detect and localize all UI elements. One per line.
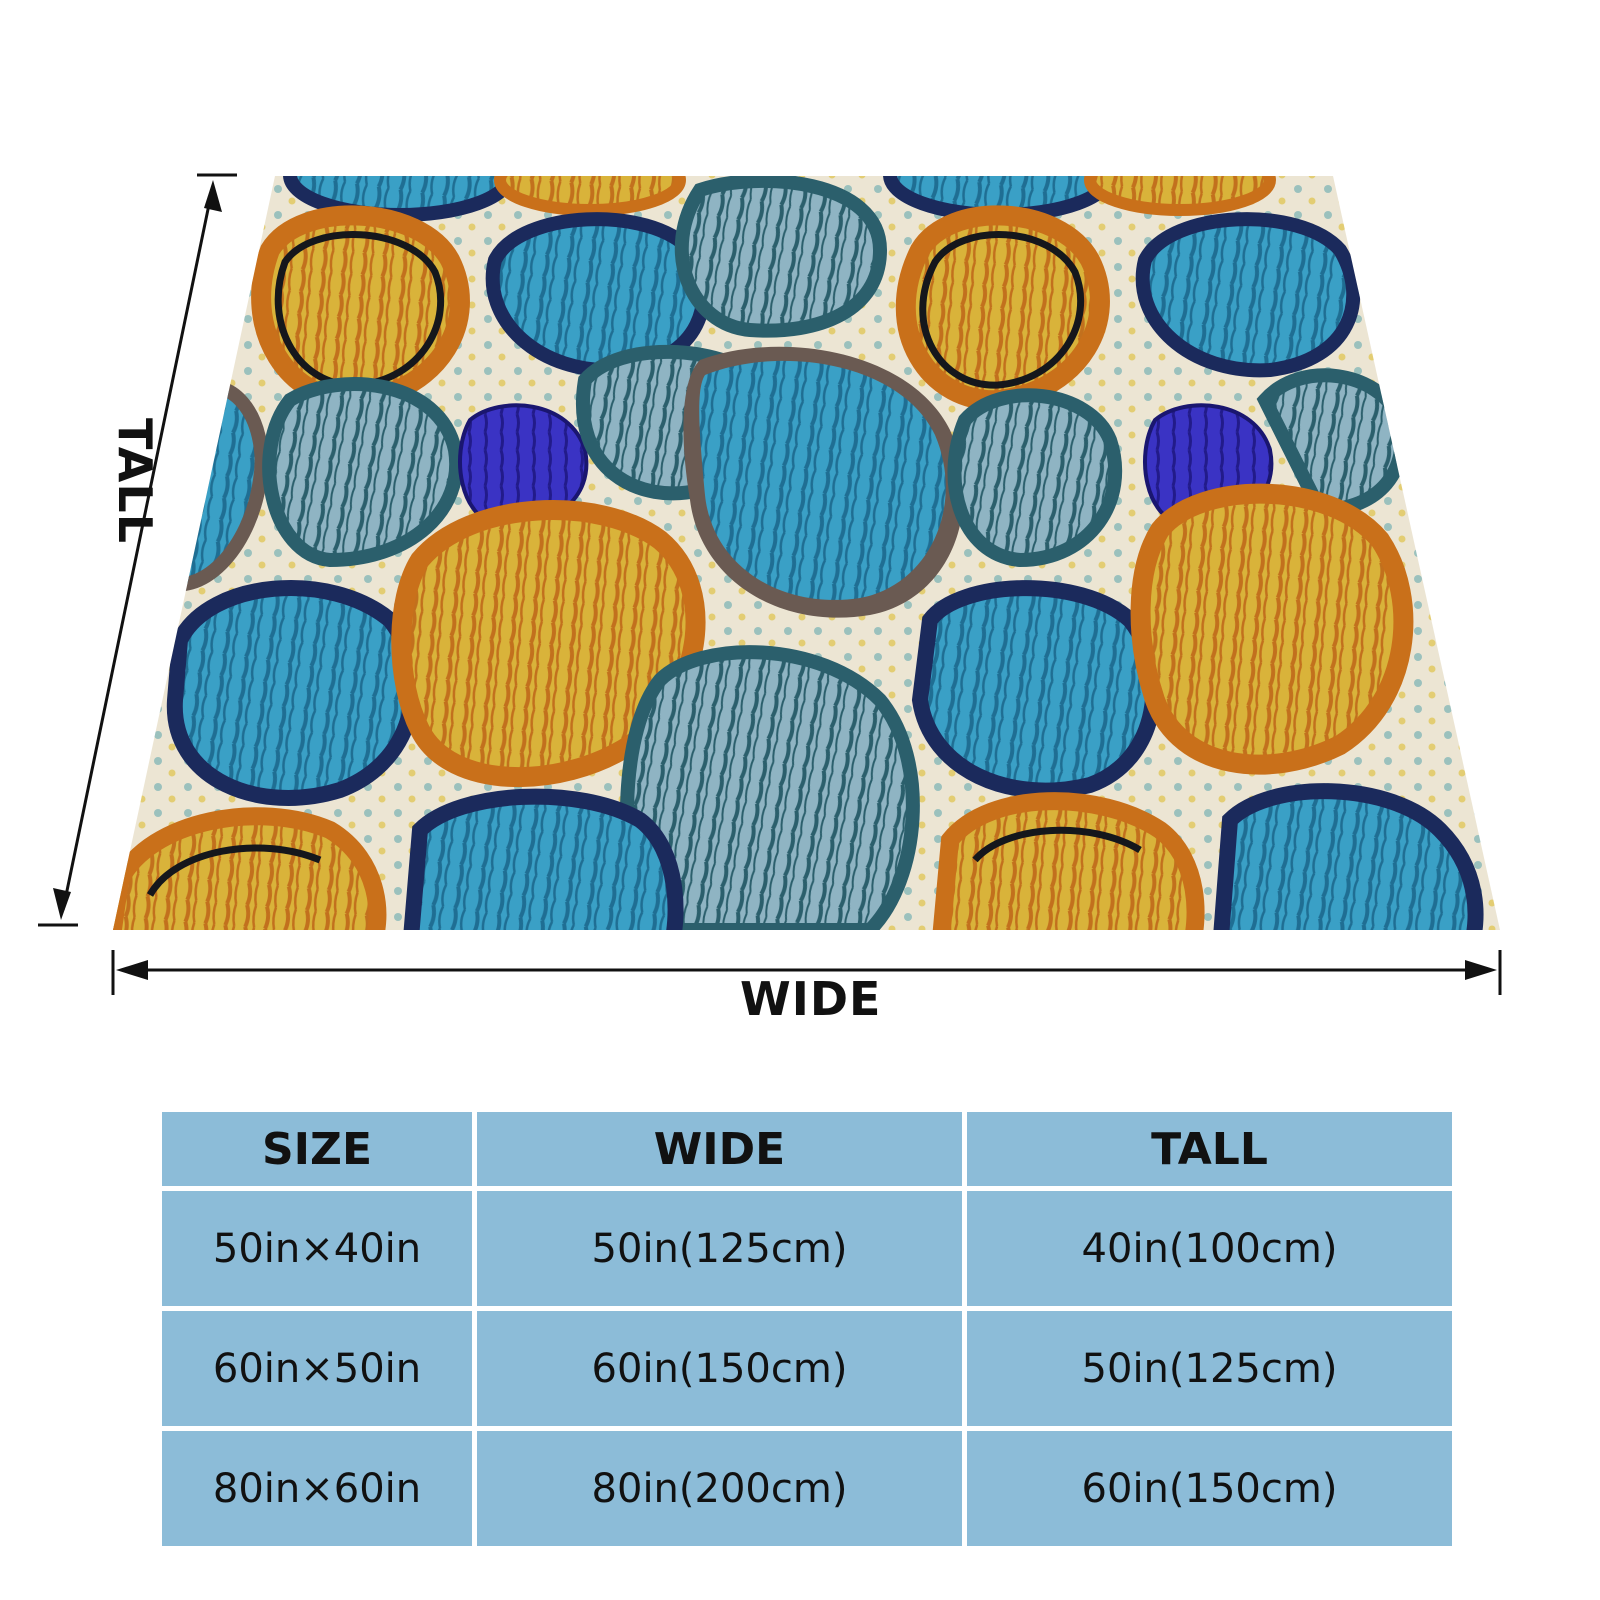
tall-cell: 50in(125cm) [967,1311,1452,1426]
wide-cell: 60in(150cm) [477,1311,962,1426]
tall-cell: 40in(100cm) [967,1191,1452,1306]
blanket-illustration [38,173,1502,995]
table-header-row: SIZE WIDE TALL [162,1112,1452,1186]
size-cell: 80in×60in [162,1431,472,1546]
wide-label: WIDE [740,972,882,1026]
size-cell: 60in×50in [162,1311,472,1426]
wide-dimension-arrow [111,950,1502,995]
tall-cell: 60in(150cm) [967,1431,1452,1546]
wide-cell: 50in(125cm) [477,1191,962,1306]
size-chart-table: SIZE WIDE TALL 50in×40in 50in(125cm) 40i… [157,1107,1457,1551]
wide-header: WIDE [477,1112,962,1186]
tall-label: TALL [108,417,163,545]
table-row: 80in×60in 80in(200cm) 60in(150cm) [162,1431,1452,1546]
size-cell: 50in×40in [162,1191,472,1306]
size-header: SIZE [162,1112,472,1186]
blanket-pattern [113,176,1500,930]
wide-cell: 80in(200cm) [477,1431,962,1546]
table-row: 60in×50in 60in(150cm) 50in(125cm) [162,1311,1452,1426]
table-row: 50in×40in 50in(125cm) 40in(100cm) [162,1191,1452,1306]
tall-dimension-arrow [38,173,237,927]
tall-header: TALL [967,1112,1452,1186]
